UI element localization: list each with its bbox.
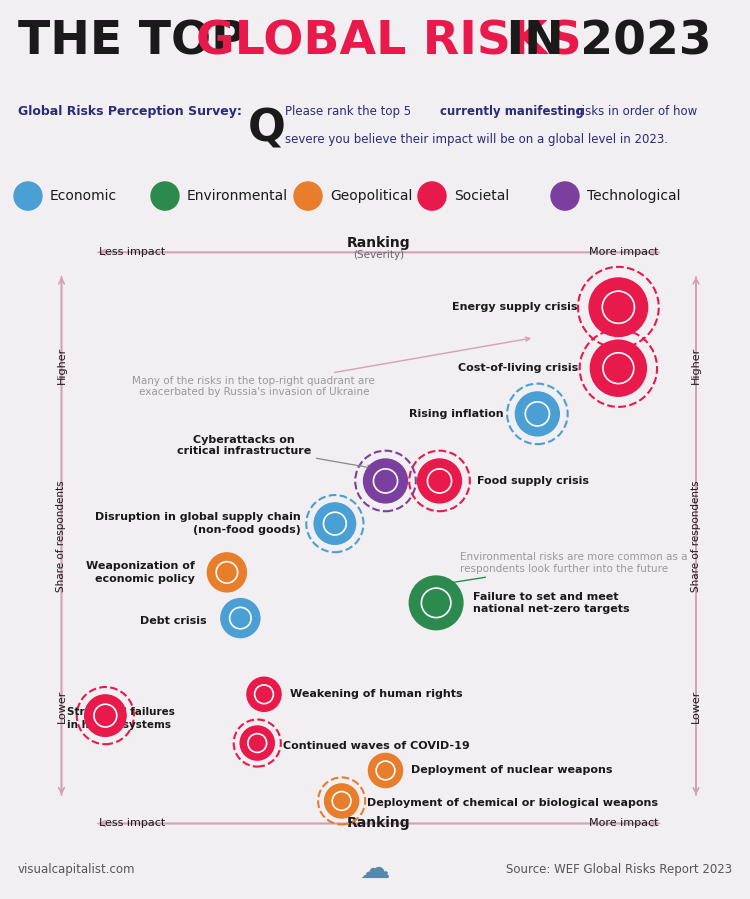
Text: More impact: More impact [590,247,658,257]
Text: Rising inflation: Rising inflation [409,409,504,419]
Ellipse shape [368,753,403,788]
Text: ☁: ☁ [360,855,390,885]
Ellipse shape [207,553,247,592]
Ellipse shape [364,459,407,503]
Text: (Severity): (Severity) [353,251,404,261]
Text: Please rank the top 5: Please rank the top 5 [285,105,415,118]
Text: Ranking: Ranking [347,236,410,250]
Ellipse shape [418,459,461,503]
Text: Deployment of chemical or biological weapons: Deployment of chemical or biological wea… [368,797,658,808]
Text: Disruption in global supply chain
(non-food goods): Disruption in global supply chain (non-f… [95,512,301,535]
Text: Weakening of human rights: Weakening of human rights [290,690,462,699]
Ellipse shape [325,784,358,818]
Text: More impact: More impact [590,818,658,829]
Ellipse shape [314,503,356,544]
Text: Environmental: Environmental [187,189,288,203]
Text: Higher: Higher [691,346,701,384]
Text: Source: WEF Global Risks Report 2023: Source: WEF Global Risks Report 2023 [506,863,732,877]
Text: Global Risks Perception Survey:: Global Risks Perception Survey: [18,105,242,118]
Circle shape [551,182,579,210]
Text: Many of the risks in the top-right quadrant are
exacerbated by Russia's invasion: Many of the risks in the top-right quadr… [133,337,530,397]
Ellipse shape [590,340,646,396]
Text: currently manifesting: currently manifesting [440,105,584,118]
Text: Share of respondents: Share of respondents [56,480,67,592]
Text: Failure to set and meet
national net-zero targets: Failure to set and meet national net-zer… [473,592,630,614]
Text: risks in order of how: risks in order of how [573,105,698,118]
Circle shape [418,182,446,210]
Circle shape [14,182,42,210]
Ellipse shape [240,726,274,761]
Ellipse shape [589,278,648,336]
Ellipse shape [515,392,560,436]
Text: Economic: Economic [50,189,117,203]
Text: GLOBAL RISKS: GLOBAL RISKS [196,20,582,65]
Text: Geopolitical: Geopolitical [330,189,412,203]
Text: severe you believe their impact will be on a global level in 2023.: severe you believe their impact will be … [285,133,668,147]
Circle shape [151,182,179,210]
Text: visualcapitalist.com: visualcapitalist.com [18,863,136,877]
Text: IN 2023: IN 2023 [490,20,712,65]
Circle shape [294,182,322,210]
Ellipse shape [220,599,260,637]
Text: Environmental risks are more common as a
respondents look further into the futur: Environmental risks are more common as a… [444,552,687,585]
Text: Less impact: Less impact [99,818,165,829]
Text: Lower: Lower [56,690,67,723]
Text: Lower: Lower [691,690,701,723]
Text: Share of respondents: Share of respondents [691,480,701,592]
Text: Technological: Technological [587,189,680,203]
Text: Energy supply crisis: Energy supply crisis [452,302,578,312]
Text: Weaponization of
economic policy: Weaponization of economic policy [86,561,195,583]
Text: Q: Q [248,107,286,150]
Text: Less impact: Less impact [99,247,165,257]
Text: Higher: Higher [56,346,67,384]
Ellipse shape [85,695,126,736]
Text: Deployment of nuclear weapons: Deployment of nuclear weapons [411,765,613,776]
Text: Cost-of-living crisis: Cost-of-living crisis [458,363,578,373]
Ellipse shape [247,677,281,711]
Text: Societal: Societal [454,189,509,203]
Text: Debt crisis: Debt crisis [140,616,206,626]
Text: Cyberattacks on
critical infrastructure: Cyberattacks on critical infrastructure [177,435,372,469]
Text: THE TOP: THE TOP [18,20,262,65]
Text: Structural failures
in health systems: Structural failures in health systems [67,708,175,730]
Text: Food supply crisis: Food supply crisis [477,476,589,486]
Text: Continued waves of COVID-19: Continued waves of COVID-19 [283,741,470,751]
Ellipse shape [410,576,463,629]
Text: Ranking: Ranking [347,816,410,831]
